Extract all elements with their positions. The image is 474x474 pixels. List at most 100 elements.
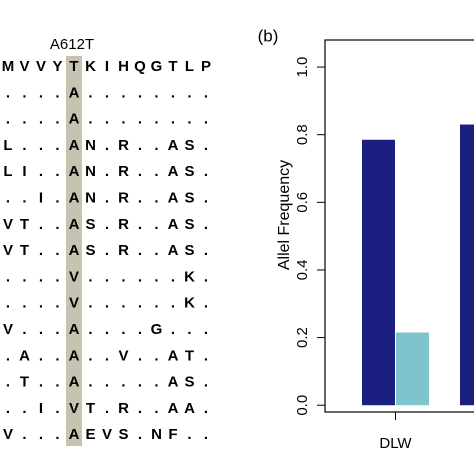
residue: . [138, 84, 142, 101]
residue: L [3, 163, 12, 180]
residue: . [204, 84, 208, 101]
residue: A [69, 163, 80, 180]
residue: V [69, 268, 79, 285]
residue: S [85, 242, 95, 259]
residue: . [138, 400, 142, 417]
residue: . [154, 111, 158, 128]
residue: . [154, 137, 158, 154]
residue: . [88, 268, 92, 285]
plot-frame [324, 39, 474, 413]
residue: R [118, 163, 129, 180]
residue: . [171, 111, 175, 128]
residue: . [204, 374, 208, 391]
residue: A [69, 242, 80, 259]
y-tick-label: 0.0 [294, 395, 311, 416]
residue: . [204, 216, 208, 233]
residue: V [19, 58, 29, 75]
residue: . [204, 347, 208, 364]
residue: . [138, 295, 142, 312]
residue: . [39, 84, 43, 101]
residue: . [39, 242, 43, 259]
residue: . [204, 400, 208, 417]
residue: I [39, 189, 43, 206]
residue: . [204, 242, 208, 259]
residue: N [151, 426, 162, 443]
residue: L [185, 58, 194, 75]
residue: S [118, 426, 128, 443]
residue: A [168, 242, 179, 259]
residue: . [138, 347, 142, 364]
residue: L [3, 137, 12, 154]
residue: V [102, 426, 112, 443]
residue: G [151, 321, 163, 338]
residue: T [86, 400, 95, 417]
residue: . [6, 295, 10, 312]
residue: A [168, 400, 179, 417]
residue: . [138, 268, 142, 285]
residue: R [118, 400, 129, 417]
residue: V [118, 347, 128, 364]
residue: V [36, 58, 46, 75]
residue: . [154, 242, 158, 259]
residue: . [88, 111, 92, 128]
residue: . [55, 426, 59, 443]
residue: . [88, 321, 92, 338]
residue: . [55, 137, 59, 154]
residue: A [168, 347, 179, 364]
residue: . [187, 84, 191, 101]
residue: . [171, 84, 175, 101]
residue: . [138, 374, 142, 391]
residue: . [88, 295, 92, 312]
residue: F [168, 426, 177, 443]
residue: . [187, 111, 191, 128]
y-tick-label: 0.6 [294, 192, 311, 213]
x-tick-label: DLW [379, 435, 412, 452]
residue: . [55, 163, 59, 180]
column-highlight [66, 56, 82, 446]
residue: . [39, 111, 43, 128]
residue: . [204, 163, 208, 180]
residue: K [184, 295, 195, 312]
residue: . [204, 321, 208, 338]
residue: P [201, 58, 211, 75]
bar [396, 332, 429, 406]
residue: . [105, 295, 109, 312]
residue: . [105, 84, 109, 101]
residue: . [105, 137, 109, 154]
residue: . [154, 216, 158, 233]
residue: N [85, 189, 96, 206]
residue: . [55, 242, 59, 259]
residue: . [121, 111, 125, 128]
residue: V [3, 426, 13, 443]
residue: S [85, 216, 95, 233]
residue: . [6, 374, 10, 391]
residue: . [55, 216, 59, 233]
residue: S [184, 216, 194, 233]
residue: S [184, 242, 194, 259]
y-tick-label: 0.2 [294, 327, 311, 348]
residue: . [154, 189, 158, 206]
residue: . [55, 84, 59, 101]
residue: . [105, 374, 109, 391]
residue: T [20, 374, 29, 391]
residue: . [22, 400, 26, 417]
residue: A [168, 137, 179, 154]
residue: . [39, 163, 43, 180]
residue: Q [134, 58, 146, 75]
residue: . [121, 321, 125, 338]
residue: G [151, 58, 163, 75]
residue: T [185, 347, 194, 364]
residue: R [118, 189, 129, 206]
residue: . [204, 137, 208, 154]
residue: . [39, 268, 43, 285]
residue: . [187, 426, 191, 443]
residue: . [138, 163, 142, 180]
residue: A [184, 400, 195, 417]
residue: . [55, 400, 59, 417]
residue: . [105, 111, 109, 128]
residue: . [6, 84, 10, 101]
residue: . [105, 242, 109, 259]
residue: V [3, 321, 13, 338]
residue: Y [52, 58, 62, 75]
